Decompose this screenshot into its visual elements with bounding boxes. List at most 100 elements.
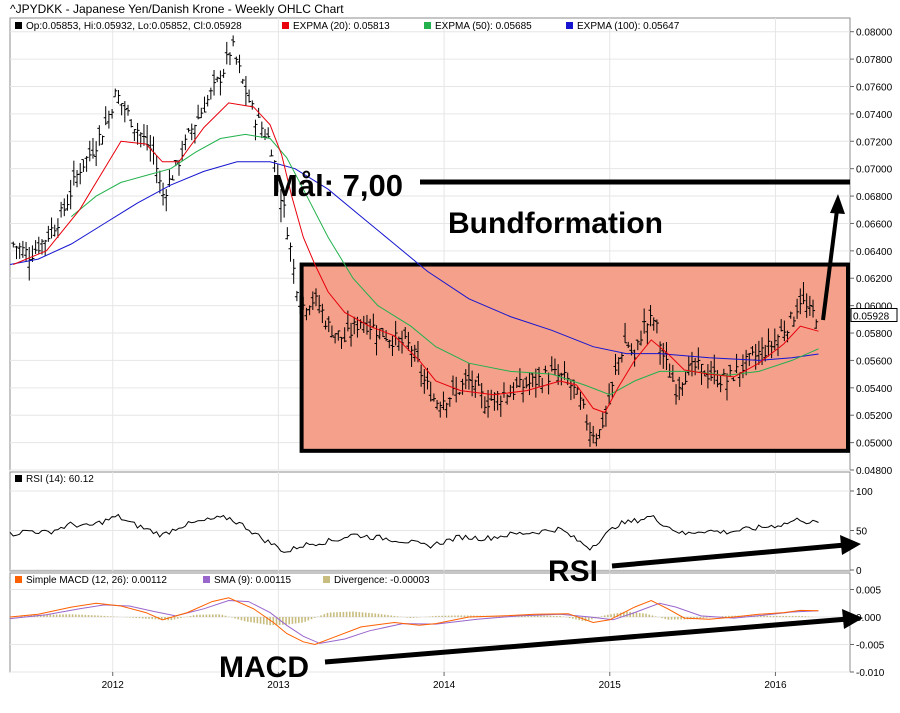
price-legend: Op:0.05853, Hi:0.05932, Lo:0.05852, Cl:0… xyxy=(15,21,680,32)
expma50-legend-swatch xyxy=(424,22,431,29)
x-tick-label: 2012 xyxy=(102,680,125,691)
macd-legend-swatch xyxy=(15,576,22,583)
ohlc-bar xyxy=(288,242,293,262)
ohlc-bar xyxy=(651,317,656,331)
ohlc-bar xyxy=(116,90,121,104)
ohlc-bar xyxy=(654,319,659,334)
ohlc-bar xyxy=(422,369,427,394)
macd-annotation-label: MACD xyxy=(219,651,309,684)
ohlc-bar xyxy=(811,299,816,318)
annotations: Mål: 7,00 Bundformation RSI MACD xyxy=(219,168,863,684)
ohlc-bar xyxy=(30,245,35,262)
rsi-legend-label: RSI (14): 60.12 xyxy=(26,474,94,485)
target-arrowhead xyxy=(830,194,845,214)
last-price-badge: 0.05928 xyxy=(850,307,898,322)
price-y-tick-label: 0.07600 xyxy=(856,82,893,93)
ohlc-bar xyxy=(320,303,325,324)
ohlc-bar xyxy=(100,135,105,145)
ohlc-bar xyxy=(661,342,666,369)
ohlc-bar xyxy=(349,322,354,347)
macd-y-axis: 0.005 0.000 -0.005 -0.010 xyxy=(850,586,885,679)
ohlc-bar xyxy=(674,384,679,405)
ohlc-bar xyxy=(677,376,682,401)
ohlc-bar xyxy=(524,376,529,389)
ohlc-bar xyxy=(87,140,92,162)
ohlc-bar xyxy=(664,342,669,370)
ohlc-bar xyxy=(113,88,118,98)
ohlc-bar xyxy=(718,375,723,393)
pattern-label: Bundformation xyxy=(448,207,663,240)
ohlc-bar xyxy=(667,363,672,378)
ohlc-bar xyxy=(645,323,650,345)
price-y-tick-label: 0.05800 xyxy=(856,329,893,340)
ohlc-bar xyxy=(326,316,331,333)
ohlc-bar xyxy=(463,369,468,390)
ohlc-bar xyxy=(329,325,334,338)
ohlc-bar xyxy=(435,399,440,410)
ohlc-bar xyxy=(215,76,220,83)
price-y-tick-label: 0.06000 xyxy=(856,302,893,313)
ohlc-bar xyxy=(164,189,169,212)
ohlc-bar xyxy=(591,425,596,444)
ohlc-bar xyxy=(368,318,373,340)
ohlc-bar xyxy=(272,160,277,173)
ohlc-bar xyxy=(772,328,777,351)
rsi-y-tick-label: 0 xyxy=(856,566,862,577)
rsi-panel-frame xyxy=(9,471,851,572)
target-arrow-shaft xyxy=(821,209,839,321)
ohlc-bar xyxy=(460,378,465,395)
ohlc-bar xyxy=(33,240,38,254)
price-y-tick-label: 0.05000 xyxy=(856,439,893,450)
ohlc-bar xyxy=(269,149,274,157)
x-tick-label: 2015 xyxy=(599,680,622,691)
ohlc-bar xyxy=(578,391,583,410)
ohlc-bar xyxy=(52,224,57,237)
ohlc-bar xyxy=(387,339,392,349)
sma-legend-label: SMA (9): 0.00115 xyxy=(214,575,292,586)
ohlc-bar xyxy=(81,159,86,173)
ohlc-bar xyxy=(814,319,819,329)
ohlc-bar xyxy=(110,109,115,119)
ohlc-bar xyxy=(721,368,726,376)
rsi-legend-swatch xyxy=(15,475,22,482)
ohlc-bar xyxy=(208,87,213,100)
ohlc-bar xyxy=(527,372,532,396)
macd-y-tick-label: -0.005 xyxy=(856,641,885,652)
ohlc-bar xyxy=(642,308,647,334)
x-tick-label: 2016 xyxy=(764,680,787,691)
ohlc-bar xyxy=(409,345,414,367)
ohlc-bar xyxy=(218,70,223,96)
expma-20-line xyxy=(13,102,819,414)
ohlc-bar xyxy=(227,52,232,66)
x-tick-label: 2014 xyxy=(433,680,456,691)
ohlc-bar xyxy=(511,382,516,400)
ohlc-bar xyxy=(658,341,663,365)
ohlc-bar xyxy=(186,127,191,133)
ohlc-bar xyxy=(537,366,542,387)
ohlc-bar xyxy=(336,330,341,341)
ohlc-bars xyxy=(11,35,819,447)
price-y-tick-label: 0.06400 xyxy=(856,247,893,258)
ohlc-bar xyxy=(686,355,691,376)
price-y-tick-label: 0.08000 xyxy=(856,28,893,39)
ohlc-bar xyxy=(709,360,714,381)
ohlc-bar xyxy=(505,394,510,405)
ohlc-bar xyxy=(355,316,360,338)
ohlc-bar xyxy=(798,288,803,315)
ohlc-bar xyxy=(135,122,140,145)
ohlc-bar xyxy=(552,358,557,376)
ohlc-bar xyxy=(24,241,29,262)
ohlc-bar xyxy=(479,382,484,409)
ohlc-bar xyxy=(482,396,487,414)
ohlc-bar xyxy=(559,372,564,386)
ohlc-bar xyxy=(65,194,70,211)
price-y-tick-label: 0.07000 xyxy=(856,165,893,176)
ohlc-bar xyxy=(263,128,268,141)
ohlc-bar xyxy=(568,379,573,401)
ohlc-bar xyxy=(68,179,73,210)
divergence-legend-label: Divergence: -0.00003 xyxy=(334,575,430,586)
ohlc-bar xyxy=(600,412,605,429)
ohlc-bar xyxy=(141,124,146,146)
bottom-formation-box xyxy=(299,262,850,453)
